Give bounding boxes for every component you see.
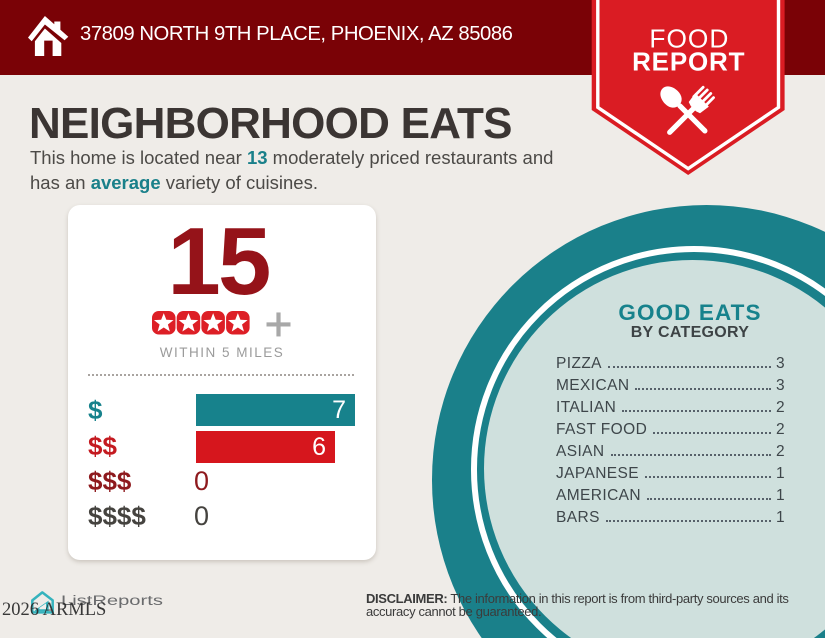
svg-text:REPORT: REPORT xyxy=(632,46,745,76)
svg-text:FOOD: FOOD xyxy=(649,23,729,53)
